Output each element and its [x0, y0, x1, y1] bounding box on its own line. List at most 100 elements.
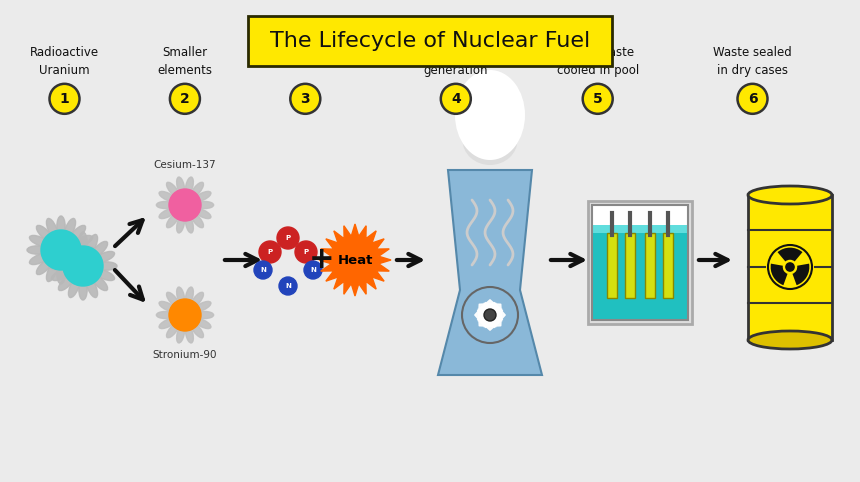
- Ellipse shape: [50, 84, 79, 114]
- Ellipse shape: [73, 235, 93, 247]
- Ellipse shape: [96, 262, 117, 270]
- Ellipse shape: [74, 246, 95, 254]
- Text: N: N: [310, 267, 316, 273]
- Ellipse shape: [167, 323, 179, 338]
- Circle shape: [484, 309, 496, 321]
- Ellipse shape: [58, 275, 74, 291]
- Ellipse shape: [46, 262, 58, 281]
- Text: Heat: Heat: [337, 254, 372, 267]
- Text: Power
generation: Power generation: [423, 46, 488, 77]
- Ellipse shape: [176, 177, 185, 194]
- Text: 5: 5: [593, 92, 603, 106]
- Ellipse shape: [87, 278, 97, 297]
- FancyArrowPatch shape: [478, 303, 496, 321]
- Ellipse shape: [70, 226, 86, 241]
- Ellipse shape: [191, 214, 204, 228]
- FancyBboxPatch shape: [607, 233, 617, 298]
- Ellipse shape: [69, 278, 79, 297]
- FancyArrowPatch shape: [475, 303, 488, 327]
- Ellipse shape: [73, 254, 93, 265]
- Circle shape: [169, 299, 201, 331]
- Text: 6: 6: [747, 92, 758, 106]
- Circle shape: [254, 261, 272, 279]
- Circle shape: [295, 241, 317, 263]
- Ellipse shape: [159, 191, 175, 201]
- FancyArrowPatch shape: [477, 300, 502, 312]
- Ellipse shape: [186, 216, 194, 233]
- Circle shape: [279, 277, 297, 295]
- Ellipse shape: [49, 262, 70, 270]
- Text: 3: 3: [300, 92, 310, 106]
- Text: 4: 4: [451, 92, 461, 106]
- Text: Free particles: Free particles: [266, 46, 345, 59]
- Polygon shape: [319, 224, 391, 296]
- FancyBboxPatch shape: [625, 233, 635, 298]
- Text: Spent waste
cooled in pool: Spent waste cooled in pool: [556, 46, 639, 77]
- Ellipse shape: [57, 216, 65, 237]
- FancyBboxPatch shape: [748, 195, 832, 340]
- Text: Smaller
elements: Smaller elements: [157, 46, 212, 77]
- Ellipse shape: [195, 209, 211, 218]
- Ellipse shape: [167, 292, 179, 307]
- Ellipse shape: [441, 84, 470, 114]
- Text: Stronium-90: Stronium-90: [153, 350, 218, 360]
- Text: 1: 1: [59, 92, 70, 106]
- Ellipse shape: [167, 182, 179, 197]
- Ellipse shape: [27, 246, 48, 254]
- Ellipse shape: [463, 115, 518, 165]
- Ellipse shape: [79, 232, 87, 253]
- FancyBboxPatch shape: [592, 205, 688, 227]
- FancyArrowPatch shape: [484, 309, 501, 327]
- FancyBboxPatch shape: [645, 233, 655, 298]
- Ellipse shape: [191, 182, 204, 197]
- Ellipse shape: [36, 226, 52, 241]
- FancyArrowPatch shape: [478, 309, 496, 327]
- Ellipse shape: [64, 262, 76, 281]
- Ellipse shape: [186, 326, 194, 343]
- Ellipse shape: [159, 319, 175, 329]
- Ellipse shape: [455, 70, 525, 160]
- Ellipse shape: [167, 214, 179, 228]
- Ellipse shape: [157, 201, 174, 209]
- Ellipse shape: [29, 254, 49, 265]
- Ellipse shape: [95, 269, 114, 281]
- Ellipse shape: [191, 323, 204, 338]
- Text: +: +: [310, 245, 335, 275]
- Ellipse shape: [64, 218, 76, 238]
- Circle shape: [41, 230, 81, 270]
- Circle shape: [259, 241, 281, 263]
- Ellipse shape: [92, 275, 108, 291]
- Wedge shape: [777, 248, 802, 261]
- Ellipse shape: [159, 301, 175, 311]
- Ellipse shape: [46, 218, 58, 238]
- Ellipse shape: [92, 241, 108, 257]
- Ellipse shape: [176, 326, 185, 343]
- Ellipse shape: [196, 311, 213, 319]
- FancyBboxPatch shape: [588, 201, 692, 324]
- Ellipse shape: [157, 311, 174, 319]
- Ellipse shape: [176, 287, 185, 304]
- FancyBboxPatch shape: [592, 225, 688, 320]
- Text: N: N: [260, 267, 266, 273]
- Circle shape: [277, 227, 299, 249]
- Ellipse shape: [29, 235, 49, 247]
- Text: Waste sealed
in dry cases: Waste sealed in dry cases: [713, 46, 792, 77]
- Ellipse shape: [176, 216, 185, 233]
- Ellipse shape: [195, 301, 211, 311]
- Wedge shape: [771, 264, 788, 285]
- FancyBboxPatch shape: [663, 233, 673, 298]
- Ellipse shape: [196, 201, 213, 209]
- Ellipse shape: [52, 252, 71, 263]
- Ellipse shape: [52, 269, 71, 281]
- FancyArrowPatch shape: [484, 303, 501, 321]
- Ellipse shape: [95, 252, 114, 263]
- Ellipse shape: [87, 234, 97, 254]
- Ellipse shape: [159, 209, 175, 218]
- Ellipse shape: [191, 292, 204, 307]
- Ellipse shape: [195, 319, 211, 329]
- Ellipse shape: [69, 234, 79, 254]
- Text: P: P: [267, 249, 273, 255]
- Text: P: P: [286, 235, 291, 241]
- Ellipse shape: [291, 84, 320, 114]
- Text: N: N: [285, 283, 291, 289]
